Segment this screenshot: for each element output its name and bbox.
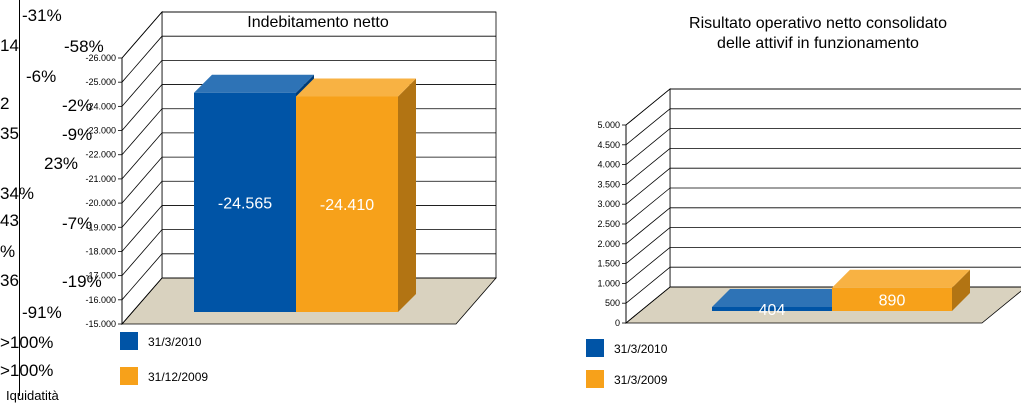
overlay-label: % [0,242,16,261]
bar-side [952,269,970,311]
overlay-label: 2 [0,94,10,113]
overlay-label: -31% [22,6,62,25]
gridline-side [121,205,163,252]
gridline-side [625,286,671,324]
overlay-label: -9% [62,125,93,144]
y-tick-label: -21.000 [85,174,116,184]
gridline-side [121,229,163,276]
y-tick-label: 500 [605,298,620,308]
gridline-side [625,167,671,205]
bar-front [832,287,952,311]
y-tick-label: -25.000 [85,77,116,87]
y-tick-label: -22.000 [85,150,116,160]
gridline-side [625,148,671,185]
legend-label: 31/3/2010 [148,335,202,349]
gridline-side [121,11,163,59]
gridline-side [625,108,671,146]
overlay-label: 35 [0,124,19,143]
gridline-side [121,132,163,180]
gridline-side [625,247,671,284]
bar-front [296,96,398,312]
gridline-side [121,156,163,204]
y-tick-label: 1.500 [597,259,620,269]
y-tick-label: -24.000 [85,101,116,111]
y-tick-label: 4.500 [597,140,620,150]
y-tick-label: -20.000 [85,198,116,208]
y-tick-label: 2.000 [597,239,620,249]
gridline-side [121,253,163,301]
gridline-side [121,84,163,131]
gridline-side [625,187,671,225]
gridline-side [121,108,163,155]
overlay-label: -7% [62,214,93,233]
chart-title: Risultato operativo netto consolidato [689,15,947,32]
overlay-label: 14 [0,36,19,55]
chart-subtitle: delle attivif in funzionamento [717,35,919,52]
y-tick-label: 0 [615,318,620,328]
y-tick-label: 1.000 [597,278,620,288]
overlay-divider [19,0,20,396]
bar-data-label: 404 [759,302,786,319]
overlay-label: 34% [0,184,35,203]
legend-label: 31/12/2009 [148,370,208,384]
y-tick-label: -18.000 [85,246,116,256]
bar-top [296,78,416,97]
overlay-label: -91% [22,303,62,322]
overlay-label: 23% [44,154,79,173]
bar-data-label: -24.565 [218,195,272,212]
gridline-side [625,88,671,126]
gridline-side [121,35,163,83]
bar-data-label: -24.410 [320,197,374,214]
chart-title: Indebitamento netto [247,14,389,31]
y-tick-label: -26.000 [85,53,116,63]
y-tick-label: -16.000 [85,295,116,305]
y-tick-label: -23.000 [85,126,116,136]
legend-label: 31/3/2009 [614,373,668,387]
y-tick-label: -15.000 [85,319,116,329]
overlay-label: 36 [0,271,19,290]
gridline-side [625,266,671,304]
y-tick-label: 3.000 [597,199,620,209]
overlay-label: >100% [0,333,54,352]
bar-front [712,307,832,311]
gridline-side [625,227,671,264]
bar-data-label: 890 [879,292,906,309]
legend-swatch [586,339,604,357]
y-tick-label: 4.000 [597,160,620,170]
legend-swatch [586,370,604,388]
bar-front [194,92,296,312]
gridline-side [625,207,671,245]
bar-side [398,78,416,312]
y-tick-label: 5.000 [597,120,620,130]
legend-label: 31/3/2010 [614,342,668,356]
y-tick-label: -19.000 [85,222,116,232]
gridline-side [625,128,671,165]
legend-swatch [120,332,138,350]
bar-top [712,289,850,308]
legend-swatch [120,367,138,385]
y-tick-label: -17.000 [85,271,116,281]
overlay-label: 43 [0,211,19,230]
overlay-label: -58% [64,37,104,56]
bar-top [832,269,970,288]
y-tick-label: 2.500 [597,219,620,229]
gridline-side [121,181,163,228]
y-tick-label: 3.500 [597,179,620,189]
overlay-label: -6% [26,67,57,86]
overlay-label: -2% [62,96,93,115]
gridline-side [121,277,163,325]
overlay-label: -19% [62,272,102,291]
overlay-label: >100% [0,361,54,380]
gridline-side [121,60,163,107]
bar-top [194,74,314,93]
